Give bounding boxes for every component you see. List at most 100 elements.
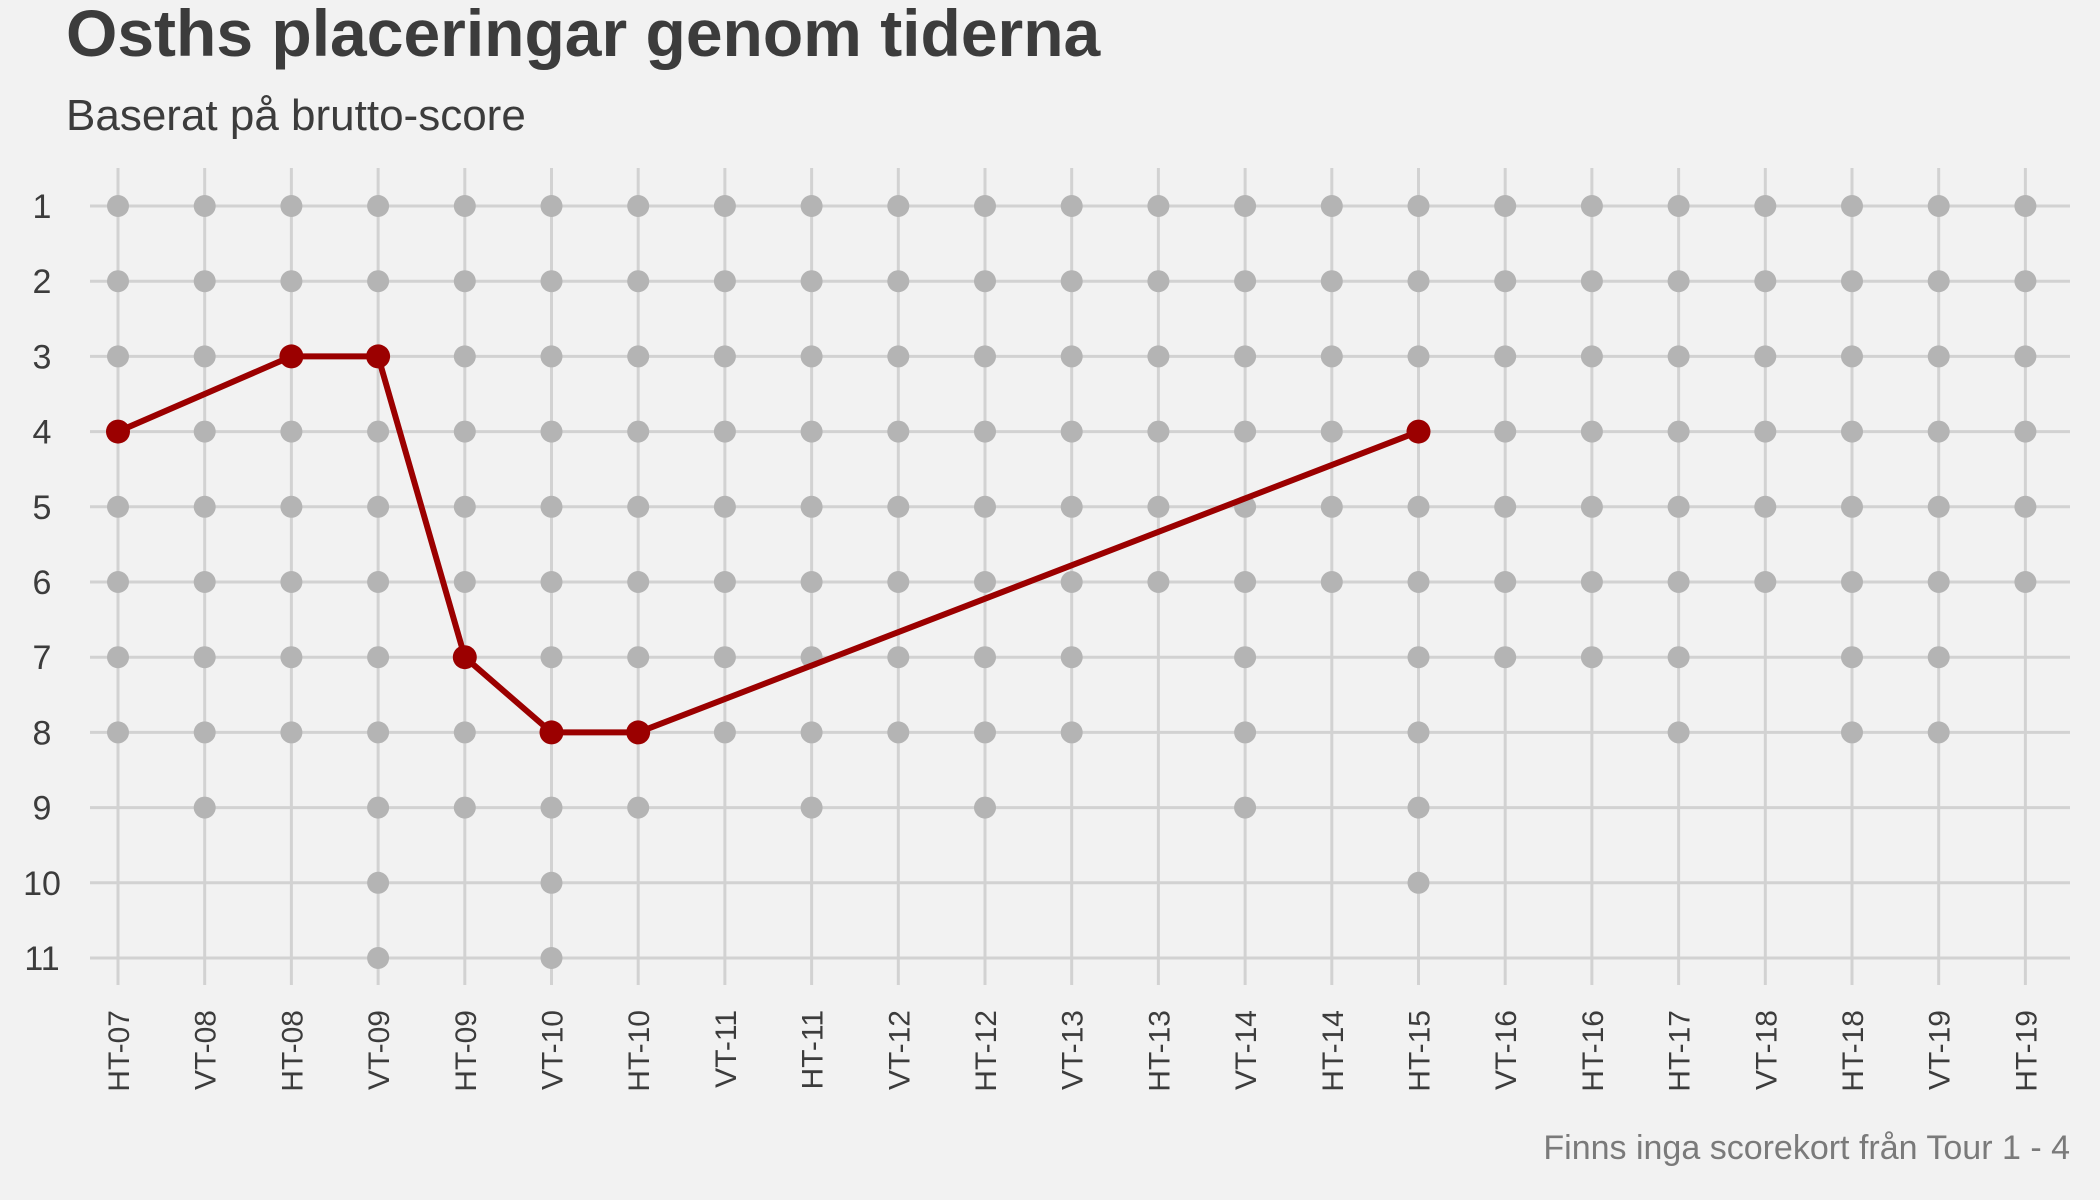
field-dot-HT-10-4 bbox=[627, 420, 650, 443]
x-tick-label-VT-10: VT-10 bbox=[537, 1010, 570, 1090]
field-dot-HT-19-1 bbox=[2014, 195, 2037, 217]
x-tick-label-VT-16: VT-16 bbox=[1490, 1010, 1523, 1090]
x-tick-label-HT-09: HT-09 bbox=[450, 1010, 483, 1092]
field-dot-VT-18-1 bbox=[1754, 195, 1777, 217]
y-tick-labels: 1 2 3 4 5 6 7 8 9 10 11 bbox=[23, 188, 61, 978]
field-dot-HT-13-5 bbox=[1147, 495, 1170, 518]
field-dot-HT-11-2 bbox=[800, 270, 823, 293]
field-dot-VT-18-5 bbox=[1754, 495, 1777, 518]
field-dot-VT-11-2 bbox=[713, 270, 736, 293]
y-tick-label-10: 10 bbox=[23, 865, 61, 903]
chart-title: Osths placeringar genom tiderna bbox=[66, 0, 1101, 70]
field-dot-VT-11-4 bbox=[713, 420, 736, 443]
field-dot-VT-16-3 bbox=[1494, 345, 1517, 368]
field-dot-HT-07-6 bbox=[107, 571, 129, 593]
field-dot-HT-15-2 bbox=[1407, 270, 1430, 293]
field-dot-HT-17-7 bbox=[1667, 646, 1690, 669]
field-dot-HT-13-6 bbox=[1147, 571, 1170, 593]
field-dot-VT-13-3 bbox=[1060, 345, 1083, 368]
field-dot-HT-07-2 bbox=[107, 270, 129, 293]
series-point-VT-10 bbox=[539, 720, 564, 745]
field-dot-HT-14-6 bbox=[1320, 571, 1343, 593]
field-dot-HT-11-8 bbox=[800, 721, 823, 744]
field-dot-HT-12-1 bbox=[974, 195, 996, 217]
y-tick-label-8: 8 bbox=[33, 714, 52, 752]
field-dot-VT-08-3 bbox=[193, 345, 216, 368]
field-dot-VT-09-10 bbox=[367, 871, 390, 894]
field-dot-VT-12-4 bbox=[887, 420, 910, 443]
field-dot-VT-14-6 bbox=[1234, 571, 1257, 593]
field-dot-HT-14-4 bbox=[1320, 420, 1343, 443]
series-point-HT-09 bbox=[452, 645, 477, 670]
field-dot-VT-19-3 bbox=[1927, 345, 1950, 368]
field-dot-VT-18-4 bbox=[1754, 420, 1777, 443]
field-dot-VT-13-7 bbox=[1060, 646, 1083, 669]
chart-subtitle: Baserat på brutto-score bbox=[66, 91, 526, 140]
field-dot-HT-14-2 bbox=[1320, 270, 1343, 293]
field-dot-HT-15-3 bbox=[1407, 345, 1430, 368]
x-tick-label-VT-11: VT-11 bbox=[710, 1010, 743, 1088]
field-dot-VT-14-9 bbox=[1234, 796, 1257, 819]
field-dot-HT-17-4 bbox=[1667, 420, 1690, 443]
field-dot-HT-09-9 bbox=[453, 796, 476, 819]
field-dot-VT-12-2 bbox=[887, 270, 910, 293]
series-point-HT-15 bbox=[1406, 419, 1431, 444]
x-tick-label-VT-19: VT-19 bbox=[1924, 1010, 1957, 1090]
field-dot-VT-18-6 bbox=[1754, 571, 1777, 593]
field-dot-VT-08-8 bbox=[193, 721, 216, 744]
y-tick-label-4: 4 bbox=[33, 414, 52, 452]
field-dot-HT-17-2 bbox=[1667, 270, 1690, 293]
field-dot-VT-16-5 bbox=[1494, 495, 1517, 518]
field-dot-HT-08-7 bbox=[280, 646, 303, 669]
field-dot-HT-18-8 bbox=[1841, 721, 1863, 744]
field-dot-HT-07-8 bbox=[107, 721, 129, 744]
field-dot-HT-08-8 bbox=[280, 721, 303, 744]
x-tick-label-VT-13: VT-13 bbox=[1057, 1010, 1090, 1090]
x-tick-label-VT-09: VT-09 bbox=[363, 1010, 396, 1090]
field-dot-VT-14-3 bbox=[1234, 345, 1257, 368]
field-dot-VT-14-8 bbox=[1234, 721, 1257, 744]
field-dot-HT-09-6 bbox=[453, 571, 476, 593]
field-dot-HT-13-3 bbox=[1147, 345, 1170, 368]
series-point-HT-08 bbox=[279, 344, 304, 369]
field-dot-VT-18-2 bbox=[1754, 270, 1777, 293]
field-dot-VT-14-2 bbox=[1234, 270, 1257, 293]
field-dot-HT-17-8 bbox=[1667, 721, 1690, 744]
field-dot-VT-13-5 bbox=[1060, 495, 1083, 518]
field-dot-HT-16-6 bbox=[1580, 571, 1603, 593]
field-dot-VT-09-11 bbox=[367, 947, 390, 969]
field-dot-HT-12-4 bbox=[974, 420, 996, 443]
field-dot-HT-07-3 bbox=[107, 345, 129, 368]
field-dot-VT-12-6 bbox=[887, 571, 910, 593]
field-dot-HT-08-2 bbox=[280, 270, 303, 293]
field-dot-VT-19-5 bbox=[1927, 495, 1950, 518]
field-dot-VT-12-7 bbox=[887, 646, 910, 669]
field-dot-VT-13-8 bbox=[1060, 721, 1083, 744]
field-dot-HT-08-6 bbox=[280, 571, 303, 593]
field-dot-VT-08-5 bbox=[193, 495, 216, 518]
field-dot-HT-10-6 bbox=[627, 571, 650, 593]
field-dot-HT-09-4 bbox=[453, 420, 476, 443]
field-dot-VT-10-10 bbox=[540, 871, 563, 894]
series-layer bbox=[106, 344, 1431, 745]
field-dot-VT-13-4 bbox=[1060, 420, 1083, 443]
field-dot-HT-16-2 bbox=[1580, 270, 1603, 293]
field-dot-HT-13-4 bbox=[1147, 420, 1170, 443]
field-dot-VT-10-5 bbox=[540, 495, 563, 518]
field-dot-HT-11-4 bbox=[800, 420, 823, 443]
field-dot-HT-10-1 bbox=[627, 195, 650, 217]
field-dot-HT-18-6 bbox=[1841, 571, 1863, 593]
field-dot-VT-14-7 bbox=[1234, 646, 1257, 669]
field-dot-HT-15-10 bbox=[1407, 871, 1430, 894]
field-dot-HT-12-6 bbox=[974, 571, 996, 593]
field-dot-HT-09-1 bbox=[453, 195, 476, 217]
field-dot-VT-08-7 bbox=[193, 646, 216, 669]
field-dot-HT-18-7 bbox=[1841, 646, 1863, 669]
field-dot-HT-17-1 bbox=[1667, 195, 1690, 217]
x-tick-label-VT-12: VT-12 bbox=[883, 1010, 916, 1090]
field-dot-HT-17-6 bbox=[1667, 571, 1690, 593]
x-tick-label-HT-17: HT-17 bbox=[1664, 1010, 1697, 1092]
field-dot-VT-10-3 bbox=[540, 345, 563, 368]
field-dot-HT-17-3 bbox=[1667, 345, 1690, 368]
series-point-VT-09 bbox=[366, 344, 391, 369]
